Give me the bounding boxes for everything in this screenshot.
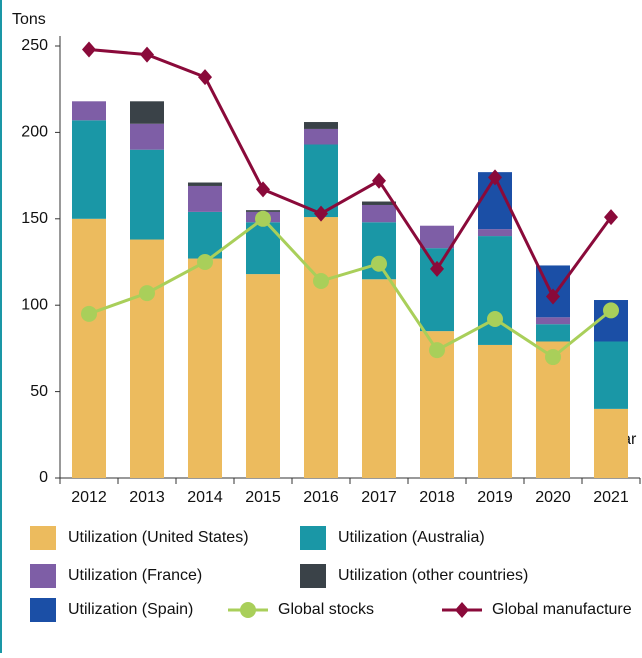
line-marker xyxy=(372,172,386,189)
bar-segment xyxy=(72,120,106,219)
bar-segment xyxy=(304,128,338,145)
line-marker xyxy=(487,311,503,328)
bar-segment xyxy=(72,101,106,121)
legend-label: Utilization (Spain) xyxy=(68,601,193,618)
legend-swatch xyxy=(30,564,56,588)
line-marker xyxy=(371,255,387,272)
legend-label: Utilization (Australia) xyxy=(338,529,485,546)
bar-segment xyxy=(420,225,454,249)
line-marker xyxy=(256,181,270,198)
line-marker xyxy=(140,46,154,63)
legend-swatch xyxy=(30,526,56,550)
bar-segment xyxy=(188,211,222,259)
bar-segment xyxy=(594,408,628,478)
bar-segment xyxy=(304,122,338,129)
line-marker xyxy=(429,342,445,359)
y-tick-label: 250 xyxy=(21,37,48,54)
legend-swatch xyxy=(30,598,56,622)
x-tick-label: 2015 xyxy=(245,489,281,506)
bar-segment xyxy=(362,201,396,205)
x-tick-label: 2017 xyxy=(361,489,397,506)
line-marker xyxy=(255,210,271,227)
line-marker xyxy=(488,169,502,186)
bar-segment xyxy=(130,101,164,124)
y-tick-label: 50 xyxy=(30,383,48,400)
legend-marker xyxy=(455,602,469,618)
y-tick-label: 200 xyxy=(21,124,48,141)
legend-label: Global manufacture xyxy=(492,601,632,618)
bar-segment xyxy=(478,344,512,478)
x-tick-label: 2014 xyxy=(187,489,223,506)
line-marker xyxy=(81,305,97,322)
bar-segment xyxy=(72,218,106,479)
x-tick-label: 2020 xyxy=(535,489,571,506)
legend-label: Utilization (other countries) xyxy=(338,567,528,584)
bar-segment xyxy=(362,279,396,478)
line xyxy=(88,216,612,359)
bar-segment xyxy=(130,123,164,150)
line-marker xyxy=(603,302,619,319)
bar-segment xyxy=(188,258,222,478)
bar-segment xyxy=(304,144,338,218)
legend-label: Utilization (United States) xyxy=(68,529,249,546)
bar-segment xyxy=(362,204,396,223)
y-tick-label: 100 xyxy=(21,296,48,313)
bar-segment xyxy=(246,274,280,478)
line-marker xyxy=(430,260,444,277)
bar-segment xyxy=(188,185,222,212)
line-marker xyxy=(546,288,560,305)
bar-segment xyxy=(304,217,338,478)
legend-label: Utilization (France) xyxy=(68,567,202,584)
y-axis-label: Tons xyxy=(12,11,46,28)
bar-segment xyxy=(536,317,570,325)
legend-swatch xyxy=(300,564,326,588)
line xyxy=(88,47,613,300)
line-marker xyxy=(139,285,155,302)
x-tick-label: 2021 xyxy=(593,489,629,506)
bar-segment xyxy=(130,239,164,478)
line-marker xyxy=(545,349,561,366)
bar-segment xyxy=(594,341,628,409)
x-tick-label: 2018 xyxy=(419,489,455,506)
bar-segment xyxy=(536,324,570,342)
bar-segment xyxy=(130,149,164,240)
line-marker xyxy=(604,209,618,226)
legend-swatch xyxy=(300,526,326,550)
x-tick-label: 2019 xyxy=(477,489,513,506)
bar-segment xyxy=(188,182,222,186)
x-tick-label: 2012 xyxy=(71,489,107,506)
legend-marker xyxy=(240,602,256,618)
bar-segment xyxy=(420,248,454,332)
legend-label: Global stocks xyxy=(278,601,374,618)
x-tick-label: 2016 xyxy=(303,489,339,506)
line-marker xyxy=(198,69,212,86)
line-marker xyxy=(197,254,213,270)
x-tick-label: 2013 xyxy=(129,489,165,506)
line-marker xyxy=(314,205,328,222)
line-marker xyxy=(313,273,329,290)
y-tick-label: 0 xyxy=(39,469,48,486)
line-marker xyxy=(82,41,96,58)
bar-segment xyxy=(478,229,512,237)
y-tick-label: 150 xyxy=(21,210,48,227)
